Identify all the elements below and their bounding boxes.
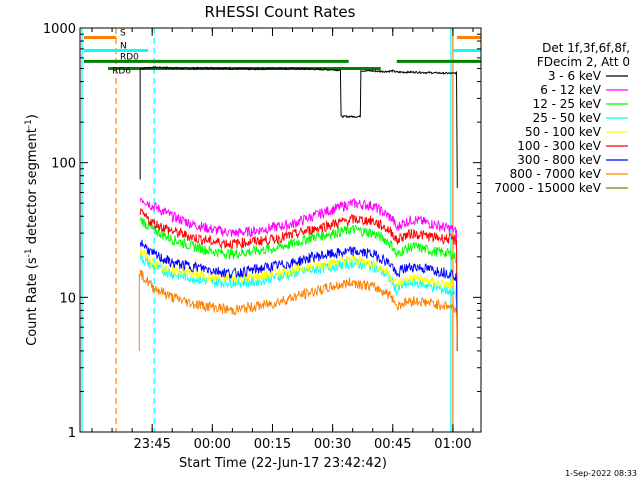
x-tick-label-5: 01:00 <box>434 437 471 452</box>
chart-title: RHESSI Count Rates <box>205 3 356 21</box>
legend-entry-4: 50 - 100 keV <box>525 125 602 139</box>
y-axis-label: Count Rate (s-1 detector segment-1) <box>24 114 40 346</box>
x-axis-label: Start Time (22-Jun-17 23:42:42) <box>179 456 387 471</box>
legend-header-2: FDecim 2, Att 0 <box>537 55 630 69</box>
x-tick-label-4: 00:45 <box>374 437 411 452</box>
plot-frame <box>79 27 482 433</box>
x-tick-label-3: 00:30 <box>314 437 351 452</box>
legend-entry-7: 800 - 7000 keV <box>510 167 602 181</box>
legend-entry-6: 300 - 800 keV <box>517 153 601 167</box>
series-line-1 <box>139 197 458 351</box>
legend-entry-2: 12 - 25 keV <box>533 97 602 111</box>
footer-date: 1-Sep-2022 08:33 <box>565 469 637 478</box>
legend-entry-0: 3 - 6 keV <box>548 69 602 83</box>
y-tick-label-0: 1 <box>68 426 76 441</box>
legend-header-1: Det 1f,3f,6f,8f, <box>542 41 630 55</box>
flag-label-n: N <box>120 42 127 52</box>
legend-entry-3: 25 - 50 keV <box>533 111 602 125</box>
series-line-6 <box>139 239 458 351</box>
x-tick-label-0: 23:45 <box>133 437 170 452</box>
series-line-2 <box>139 216 458 351</box>
x-tick-label-1: 00:00 <box>194 437 231 452</box>
legend-entry-1: 6 - 12 keV <box>540 83 602 97</box>
flag-label-rd0: RD0 <box>120 52 139 62</box>
y-tick-label-1: 10 <box>59 291 76 306</box>
legend-entry-5: 100 - 300 keV <box>517 139 601 153</box>
series-line-7 <box>139 269 458 351</box>
flag-label-s: S <box>120 29 126 39</box>
x-tick-label-2: 00:15 <box>254 437 291 452</box>
y-tick-label-2: 100 <box>51 157 76 172</box>
series-line-5 <box>139 207 458 351</box>
series-line-0 <box>140 65 458 188</box>
flag-label-rd6: RD6 <box>112 67 131 77</box>
legend-entry-8: 7000 - 15000 keV <box>494 181 601 195</box>
y-tick-label-3: 1000 <box>43 22 76 37</box>
